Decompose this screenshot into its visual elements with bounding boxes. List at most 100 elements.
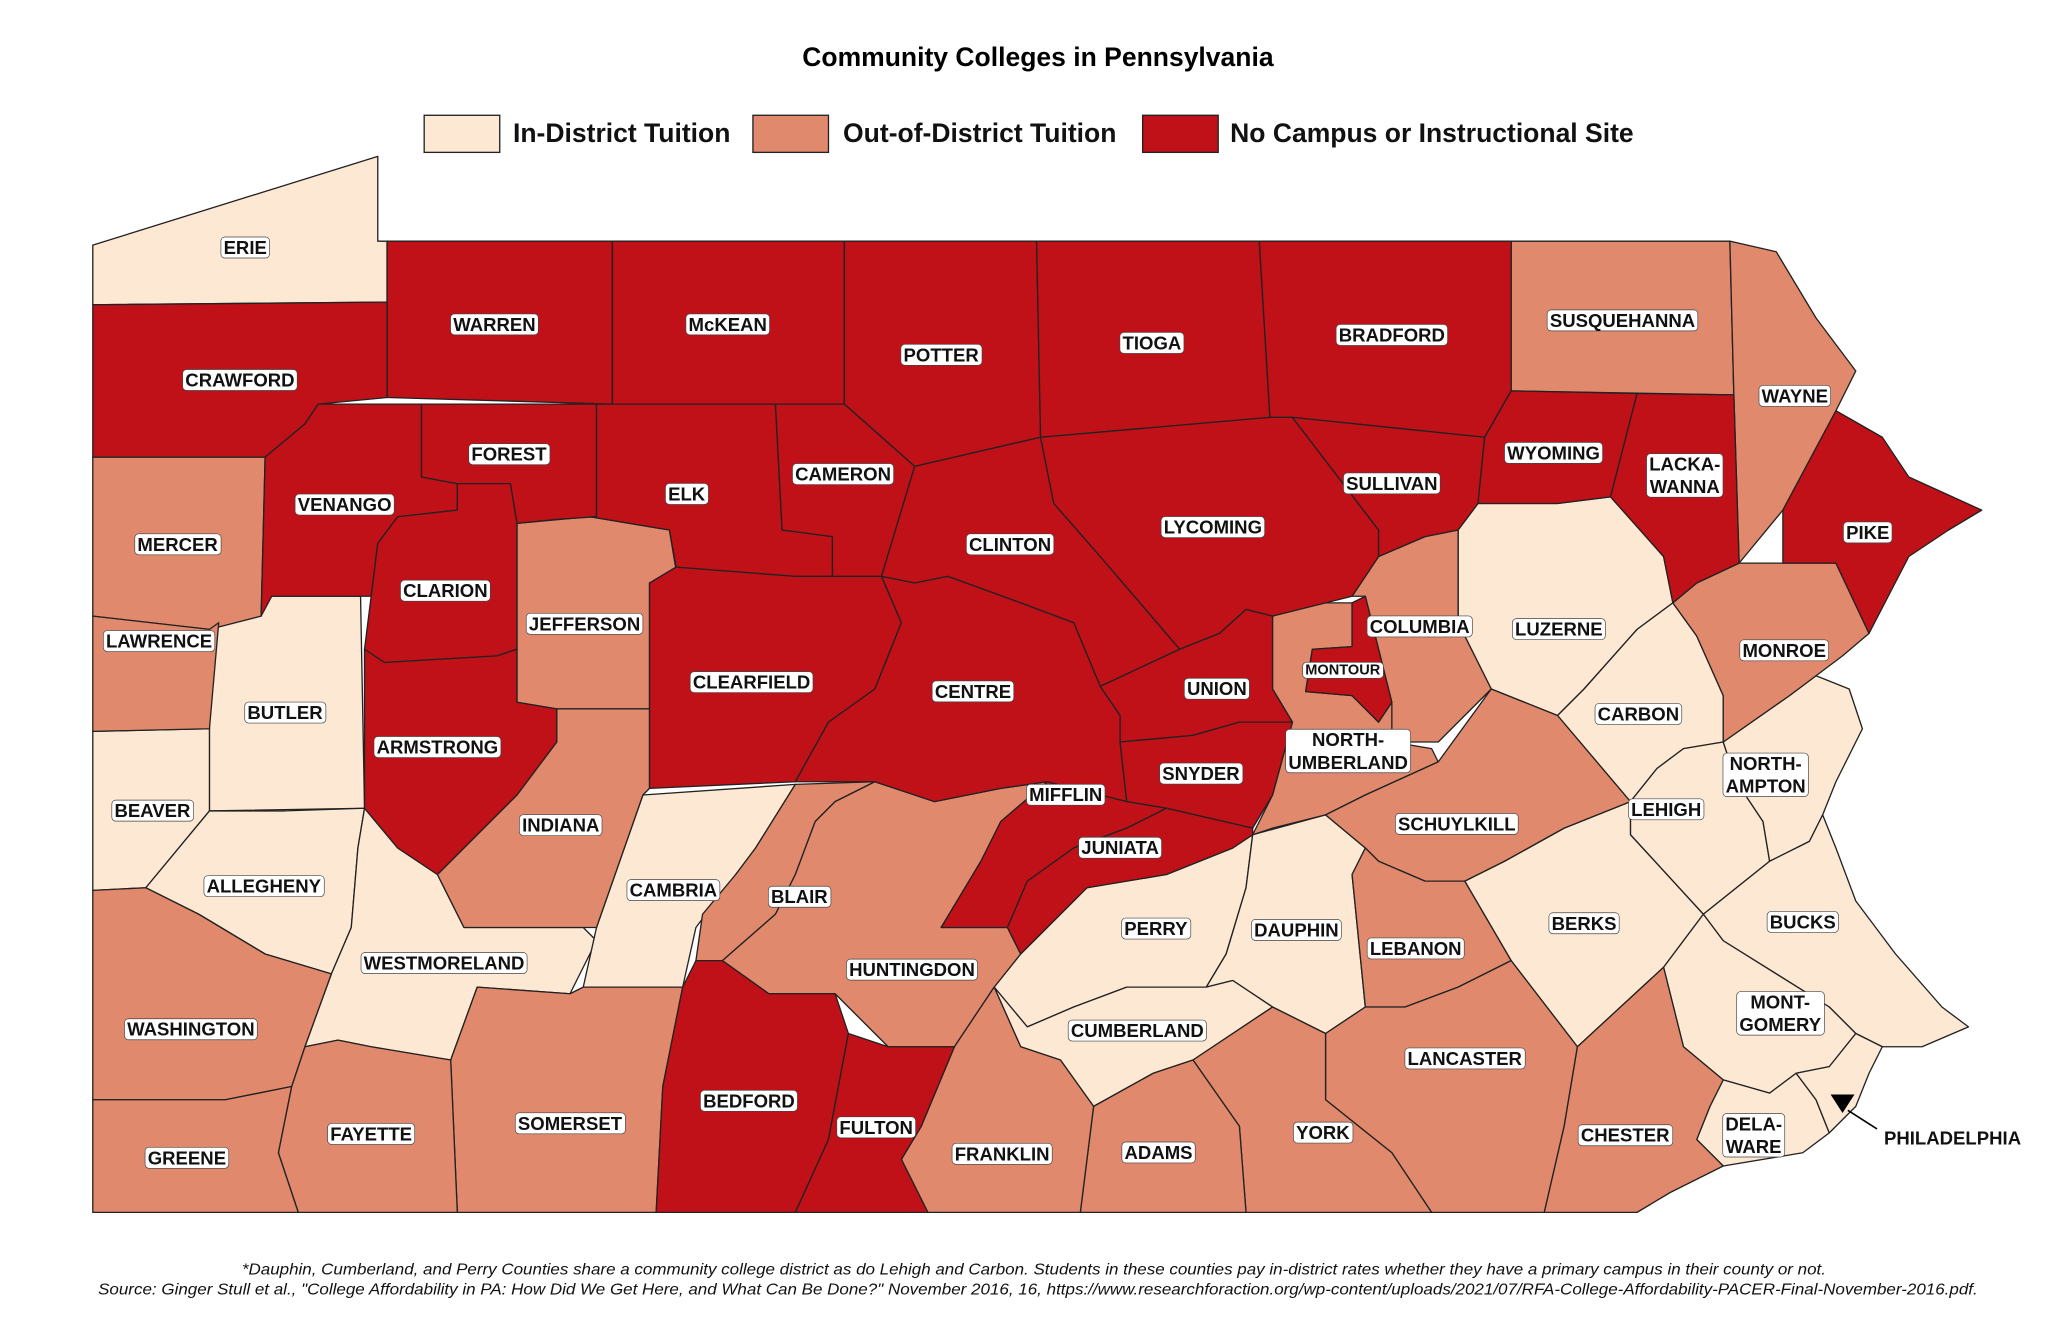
- counties: [92, 155, 1983, 1214]
- county-label: SULLIVAN: [1343, 472, 1441, 495]
- county-name: PHILADELPHIA: [1884, 1127, 2021, 1148]
- county-label: NORTH-UMBERLAND: [1285, 728, 1411, 774]
- legend-label: No Campus or Instructional Site: [1230, 118, 1634, 148]
- philadelphia-leader: [1847, 1109, 1878, 1130]
- county-label: MONROE: [1739, 639, 1829, 662]
- label-box: [1546, 309, 1699, 332]
- county-label: FRANKLIN: [951, 1142, 1053, 1165]
- county-name: JUNIATA: [1081, 837, 1159, 858]
- county-label: McKEAN: [685, 313, 770, 336]
- county-name: LYCOMING: [1164, 517, 1262, 538]
- county-name: WASHINGTON: [127, 1019, 254, 1040]
- label-box: [1594, 703, 1683, 725]
- county-name: CLEARFIELD: [693, 672, 810, 693]
- label-box: [1335, 324, 1448, 346]
- county-name: WESTMORELAND: [364, 953, 525, 974]
- county-label: LYCOMING: [1160, 516, 1266, 538]
- county-name: POTTER: [904, 344, 980, 365]
- label-box: [1026, 783, 1106, 806]
- county-label: TIOGA: [1119, 332, 1185, 354]
- county-label: ELK: [665, 483, 709, 505]
- county-name: BEAVER: [114, 800, 191, 821]
- label-box: [1302, 661, 1384, 679]
- legend-label: Out-of-District Tuition: [843, 118, 1116, 148]
- county-label: FULTON: [836, 1116, 916, 1139]
- county-label: MERCER: [134, 533, 222, 556]
- county-name: CAMBRIA: [630, 880, 718, 901]
- county-label: CAMERON: [792, 463, 894, 485]
- label-box: [951, 1142, 1053, 1165]
- county-label: CHESTER: [1577, 1124, 1674, 1147]
- county-name: BERKS: [1552, 913, 1617, 934]
- label-box: [1183, 677, 1250, 700]
- county-label: SUSQUEHANNA: [1546, 309, 1699, 332]
- county-name: LANCASTER: [1408, 1048, 1523, 1069]
- county: [1609, 392, 1740, 604]
- label-box: [124, 1018, 258, 1041]
- county-label: ERIE: [220, 236, 270, 259]
- county-name: ERIE: [224, 237, 267, 258]
- county-name: HUNTINGDON: [849, 959, 975, 980]
- county-label: PIKE: [1843, 521, 1893, 544]
- county-name: CARBON: [1598, 703, 1679, 724]
- label-box: [144, 1146, 230, 1169]
- county-label: JUNIATA: [1078, 836, 1162, 859]
- county-label: CUMBERLAND: [1067, 1019, 1207, 1042]
- county-label: UNION: [1183, 677, 1250, 700]
- label-box: [360, 952, 528, 974]
- county-name: LEHIGH: [1631, 799, 1701, 820]
- label-box: [1078, 836, 1162, 859]
- label-box: [450, 313, 539, 336]
- county-label: COLUMBIA: [1366, 615, 1473, 638]
- county-name: YORK: [1296, 1122, 1350, 1143]
- county-label: LANCASTER: [1404, 1047, 1526, 1070]
- label-box: [626, 879, 721, 901]
- county-label: CENTRE: [931, 680, 1015, 703]
- county-name: MONROE: [1742, 640, 1825, 661]
- label-box: [1577, 1124, 1674, 1147]
- county-name: WYOMING: [1507, 442, 1600, 463]
- county-name: ALLEGHENY: [207, 876, 322, 897]
- county-label: LAWRENCE: [103, 630, 216, 652]
- label-box: [900, 344, 983, 366]
- county-name: McKEAN: [689, 314, 767, 335]
- county-name: TIOGA: [1123, 332, 1182, 353]
- county-name: DELA-: [1725, 1113, 1782, 1134]
- label-box: [1121, 1141, 1196, 1164]
- legend-label: In-District Tuition: [513, 118, 730, 148]
- county-name: BLAIR: [771, 886, 828, 907]
- county-name: MIFFLIN: [1029, 784, 1102, 805]
- county-label: MONTOUR: [1302, 661, 1384, 679]
- county-name: ARMSTRONG: [377, 737, 499, 758]
- county-name: WARREN: [453, 314, 535, 335]
- county-name: FULTON: [839, 1117, 913, 1138]
- county-label: CRAWFORD: [182, 369, 298, 391]
- county-name: MERCER: [137, 534, 218, 555]
- label-box: [1758, 385, 1831, 407]
- label-box: [244, 701, 327, 724]
- county-label: ADAMS: [1121, 1141, 1196, 1164]
- label-box: [700, 1089, 798, 1112]
- label-box: [1504, 442, 1603, 464]
- county-name: PERRY: [1124, 918, 1188, 939]
- county-label: FAYETTE: [327, 1123, 416, 1145]
- label-box: [1293, 1121, 1354, 1144]
- county-name: PIKE: [1846, 522, 1889, 543]
- legend: In-District Tuition Out-of-District Tuiti…: [423, 114, 1634, 154]
- county-label: BUTLER: [244, 701, 327, 724]
- legend-swatch: [752, 114, 830, 154]
- county-name: LEBANON: [1370, 938, 1462, 959]
- county-name: LUZERNE: [1515, 619, 1603, 640]
- county-name: WAYNE: [1762, 385, 1828, 406]
- county-name: GOMERY: [1739, 1014, 1821, 1035]
- label-box: [294, 493, 395, 516]
- label-box: [220, 236, 270, 259]
- county-name: NORTH-: [1730, 753, 1802, 774]
- label-box: [1366, 615, 1473, 638]
- label-box: [1121, 917, 1192, 940]
- county-label: DELA-WARE: [1722, 1113, 1786, 1158]
- county-label: INDIANA: [519, 814, 603, 837]
- county-label: PHILADELPHIA: [1884, 1127, 2021, 1148]
- label-box: [519, 814, 603, 837]
- label-box: [767, 885, 832, 908]
